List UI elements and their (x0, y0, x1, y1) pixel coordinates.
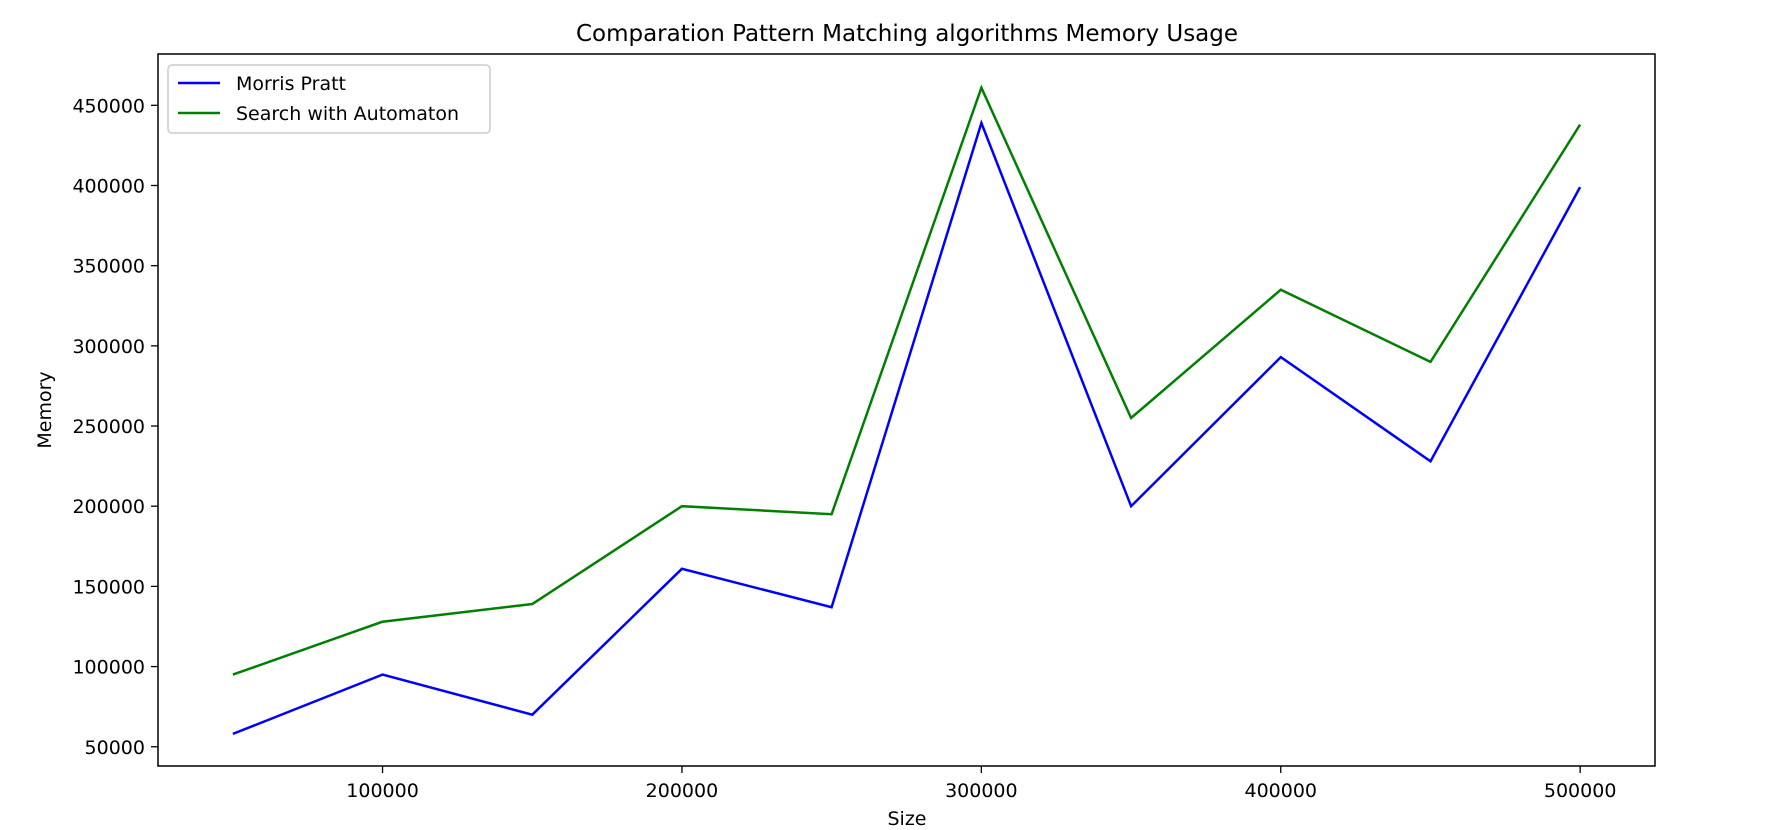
x-tick-label: 300000 (945, 780, 1018, 802)
plot-frame (157, 53, 1656, 767)
series-line-1 (232, 84, 1582, 676)
x-tick-label: 200000 (646, 780, 719, 802)
chart-title: Comparation Pattern Matching algorithms … (576, 21, 1238, 47)
legend-label: Morris Pratt (236, 73, 346, 95)
x-axis: 100000 200000 300000 400000 500000 (346, 766, 1616, 802)
y-axis: 50000 100000 150000 200000 250000 300000 35000… (72, 95, 158, 759)
legend-label: Search with Automaton (236, 103, 459, 125)
y-tick-label: 350000 (72, 256, 145, 278)
y-tick-label: 450000 (72, 95, 145, 117)
x-tick-label: 400000 (1244, 780, 1317, 802)
x-tick-label: 100000 (346, 780, 419, 802)
y-tick-label: 50000 (85, 737, 145, 759)
legend: Morris Pratt Search with Automaton (167, 64, 491, 134)
x-tick-label: 500000 (1544, 780, 1617, 802)
series-layer (232, 84, 1582, 736)
series-line-0 (232, 119, 1582, 736)
y-tick-label: 300000 (72, 336, 145, 358)
y-tick-label: 250000 (72, 416, 145, 438)
y-axis-title: Memory (34, 371, 56, 448)
y-tick-label: 100000 (72, 657, 145, 679)
y-tick-label: 200000 (72, 496, 145, 518)
x-axis-title: Size (887, 808, 926, 830)
y-tick-label: 400000 (72, 175, 145, 197)
y-tick-label: 150000 (72, 576, 145, 598)
legend-box (167, 64, 491, 134)
